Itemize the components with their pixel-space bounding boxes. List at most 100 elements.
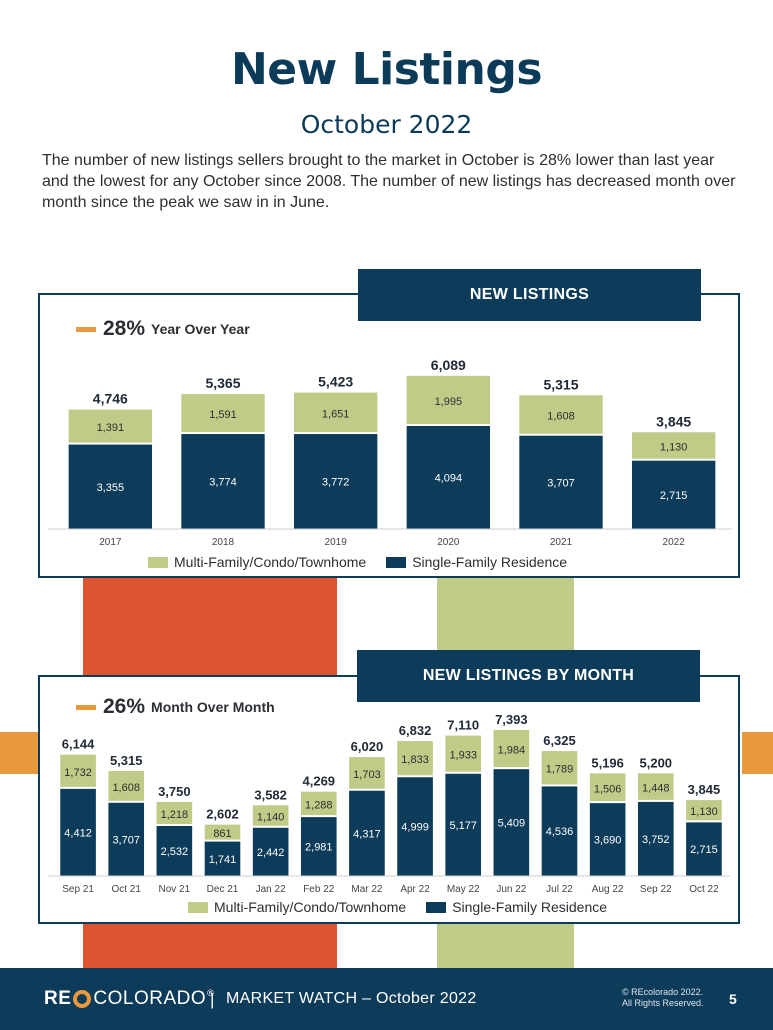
data-label-single-family: 3,752	[642, 834, 670, 846]
data-label-multi-family: 1,984	[498, 745, 526, 757]
decor-green-block-lower	[437, 924, 574, 968]
data-label-total: 6,832	[399, 723, 432, 738]
bar-single-family	[204, 841, 241, 876]
change-label: Year Over Year	[151, 321, 250, 337]
data-label-single-family: 3,707	[547, 477, 575, 489]
data-label-total: 6,020	[351, 739, 384, 754]
page-subtitle: October 2022	[300, 110, 473, 139]
data-label-single-family: 2,981	[305, 842, 333, 854]
data-label-total: 7,110	[447, 718, 479, 733]
data-label-single-family: 4,317	[353, 828, 381, 840]
yearly-panel-header: NEW LISTINGS	[358, 269, 701, 321]
data-label-single-family: 4,536	[546, 826, 574, 838]
data-label-multi-family: 1,608	[547, 411, 575, 423]
data-label-multi-family: 1,789	[546, 764, 574, 776]
data-label-multi-family: 1,288	[305, 799, 333, 811]
change-label: Month Over Month	[151, 699, 275, 715]
decor-gold-tab-left	[0, 732, 40, 774]
bar-multi-family	[156, 801, 193, 824]
monthly-panel-header: NEW LISTINGS BY MONTH	[357, 650, 700, 702]
yearly-bar-chart: 3,355 1,391 4,746 2017 3,774 1,591 5,365 2018 3,…	[48, 357, 732, 548]
bar-multi-family	[68, 409, 153, 443]
logo-registered: ®	[207, 988, 215, 998]
bar-multi-family	[637, 773, 674, 800]
legend-swatch-multi	[188, 901, 208, 913]
data-label-single-family: 4,412	[64, 827, 92, 839]
bar-single-family	[397, 777, 433, 876]
data-label-total: 3,845	[688, 782, 721, 797]
data-label-single-family: 4,999	[401, 822, 429, 834]
bar-single-family	[519, 435, 603, 529]
bar-single-family	[493, 769, 530, 876]
data-label-single-family: 4,094	[435, 472, 463, 484]
bar-single-family	[686, 822, 722, 876]
data-label-multi-family: 1,448	[642, 783, 670, 795]
bar-multi-family	[445, 735, 482, 772]
footer-separator: |	[210, 990, 215, 1009]
data-label-multi-family: 1,591	[209, 409, 237, 421]
bar-multi-family	[204, 824, 241, 840]
copyright-line-1: © REcolorado 2022.	[622, 987, 704, 997]
data-label-multi-family: 1,130	[690, 806, 718, 818]
data-label-total: 5,423	[318, 374, 353, 390]
bar-single-family	[293, 434, 378, 529]
data-label-total: 5,315	[543, 376, 578, 392]
monthly-legend: Multi-Family/Condo/Townhome Single-Famil…	[188, 899, 627, 915]
bar-single-family	[349, 790, 385, 876]
data-label-total: 4,746	[93, 391, 128, 407]
copyright: © REcolorado 2022. All Rights Reserved.	[622, 987, 704, 1009]
x-tick-label: Feb 22	[303, 884, 335, 895]
data-label-single-family: 2,532	[161, 846, 189, 858]
legend-item-single: Single-Family Residence	[426, 899, 607, 915]
recolorado-logo: RE COLORADO ®	[44, 988, 214, 1010]
intro-paragraph: The number of new listings sellers broug…	[42, 152, 736, 211]
x-tick-label: Oct 21	[111, 884, 141, 895]
data-label-single-family: 1,741	[209, 854, 237, 866]
x-tick-label: Jan 22	[256, 884, 286, 895]
bar-multi-family	[406, 375, 491, 424]
x-tick-label: Dec 21	[207, 884, 239, 895]
bar-single-family	[60, 788, 96, 876]
data-label-multi-family: 1,732	[64, 767, 92, 779]
decor-orange-block-upper	[83, 578, 337, 676]
bar-multi-family	[252, 805, 289, 826]
data-label-total: 6,089	[431, 357, 466, 373]
yearly-legend: Multi-Family/Condo/Townhome Single-Famil…	[148, 554, 587, 570]
data-label-single-family: 5,177	[449, 820, 477, 832]
minus-dash-icon	[76, 326, 96, 332]
logo-re: RE	[44, 988, 72, 1009]
x-tick-label: Sep 21	[62, 884, 94, 895]
data-label-single-family: 3,707	[112, 834, 140, 846]
bar-multi-family	[493, 729, 530, 768]
decor-gold-tab-right	[742, 732, 773, 774]
x-tick-label: May 22	[447, 884, 480, 895]
legend-label-single: Single-Family Residence	[452, 899, 608, 915]
data-label-total: 3,750	[158, 784, 191, 799]
page-title: New Listings	[230, 44, 543, 95]
data-label-total: 5,196	[591, 755, 624, 770]
copyright-line-2: All Rights Reserved.	[622, 998, 704, 1008]
logo-colorado: COLORADO	[93, 988, 207, 1009]
bar-multi-family	[686, 800, 722, 821]
x-tick-label: Mar 22	[351, 884, 383, 895]
bar-single-family	[68, 444, 153, 529]
bar-multi-family	[293, 392, 378, 433]
bar-single-family	[300, 817, 337, 876]
x-tick-label: 2018	[212, 537, 235, 548]
data-label-single-family: 3,355	[97, 482, 125, 494]
data-label-multi-family: 1,506	[594, 783, 622, 795]
x-tick-label: Jul 22	[546, 884, 573, 895]
data-label-total: 7,393	[495, 712, 528, 727]
data-label-total: 6,144	[62, 737, 95, 752]
bar-multi-family	[181, 394, 265, 433]
bar-multi-family	[108, 771, 145, 801]
bar-single-family	[637, 801, 674, 876]
x-tick-label: 2021	[550, 537, 573, 548]
page-number: 5	[729, 991, 737, 1007]
legend-label-multi: Multi-Family/Condo/Townhome	[214, 899, 407, 915]
bar-single-family	[589, 803, 626, 876]
legend-item-single: Single-Family Residence	[386, 554, 567, 570]
monthly-bar-chart: 4,412 1,732 6,144 Sep 21 3,707 1,608 5,315 Oct …	[48, 712, 730, 895]
x-tick-label: Nov 21	[159, 884, 191, 895]
minus-dash-icon	[76, 704, 96, 710]
